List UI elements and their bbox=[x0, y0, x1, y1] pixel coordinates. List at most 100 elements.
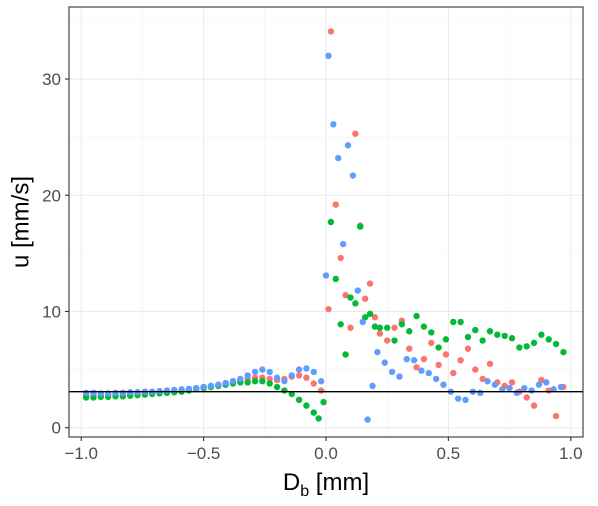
data-point-series-3 bbox=[425, 369, 432, 377]
data-point-series-1 bbox=[327, 28, 335, 35]
data-point-series-2 bbox=[450, 318, 457, 326]
data-point-series-3 bbox=[484, 378, 491, 385]
data-point-series-1 bbox=[371, 314, 379, 321]
data-point-series-3 bbox=[410, 357, 418, 364]
data-point-series-3 bbox=[550, 386, 557, 393]
data-point-series-2 bbox=[259, 378, 266, 385]
y-tick-label: 30 bbox=[42, 70, 61, 89]
data-point-series-1 bbox=[552, 412, 560, 420]
data-point-series-2 bbox=[376, 324, 384, 331]
data-point-series-2 bbox=[90, 394, 97, 401]
data-point-series-3 bbox=[491, 381, 499, 388]
y-axis-title: u [mm/s] bbox=[7, 176, 34, 268]
data-point-series-3 bbox=[339, 240, 347, 248]
data-point-series-1 bbox=[391, 324, 398, 331]
data-point-series-2 bbox=[464, 333, 472, 341]
data-point-series-2 bbox=[530, 339, 538, 347]
data-point-series-3 bbox=[222, 379, 229, 387]
data-point-series-2 bbox=[435, 344, 442, 351]
data-point-series-3 bbox=[193, 384, 200, 392]
data-point-series-2 bbox=[332, 275, 339, 283]
data-point-series-2 bbox=[413, 312, 420, 320]
data-point-series-2 bbox=[320, 398, 327, 406]
data-point-series-2 bbox=[457, 318, 464, 326]
data-point-series-2 bbox=[315, 415, 322, 422]
data-point-series-3 bbox=[266, 368, 273, 376]
data-point-series-2 bbox=[281, 387, 288, 394]
data-point-series-3 bbox=[440, 381, 447, 388]
data-point-series-2 bbox=[352, 300, 359, 307]
data-point-series-1 bbox=[530, 402, 538, 409]
data-point-series-1 bbox=[508, 379, 516, 386]
data-point-series-3 bbox=[281, 378, 288, 385]
data-point-series-3 bbox=[521, 384, 528, 392]
data-point-series-1 bbox=[486, 360, 494, 367]
data-point-series-3 bbox=[295, 366, 303, 373]
data-point-series-3 bbox=[349, 172, 357, 179]
data-point-series-2 bbox=[273, 383, 281, 391]
data-point-series-3 bbox=[244, 372, 251, 379]
data-point-series-2 bbox=[523, 343, 530, 350]
data-point-series-3 bbox=[477, 389, 484, 397]
data-point-series-2 bbox=[479, 337, 486, 344]
x-tick-label: −0.5 bbox=[187, 444, 221, 463]
data-point-series-2 bbox=[337, 321, 344, 328]
data-point-series-3 bbox=[403, 355, 410, 363]
data-point-series-1 bbox=[413, 364, 420, 371]
data-point-series-3 bbox=[369, 382, 376, 390]
data-point-series-3 bbox=[273, 374, 281, 381]
data-point-series-2 bbox=[357, 223, 364, 230]
data-point-series-3 bbox=[335, 154, 342, 162]
data-point-series-3 bbox=[237, 375, 244, 383]
data-point-series-2 bbox=[428, 329, 435, 336]
y-tick-label: 0 bbox=[52, 419, 61, 438]
data-point-series-1 bbox=[332, 201, 339, 208]
data-point-series-3 bbox=[454, 395, 462, 402]
x-tick-label: 1.0 bbox=[559, 444, 583, 463]
x-axis-title: Db [mm] bbox=[283, 469, 369, 500]
data-point-series-3 bbox=[374, 348, 381, 356]
data-point-series-3 bbox=[513, 389, 521, 397]
axes: −1.0 −0.5 0.0 0.5 1.0 0 10 20 30 bbox=[42, 70, 583, 463]
data-point-series-2 bbox=[342, 351, 349, 358]
data-point-series-1 bbox=[523, 394, 530, 401]
data-point-series-3 bbox=[557, 383, 565, 391]
data-point-series-1 bbox=[361, 295, 369, 302]
x-tick-label: 0.5 bbox=[437, 444, 461, 463]
data-point-series-1 bbox=[442, 351, 450, 358]
data-point-series-3 bbox=[506, 384, 513, 392]
data-point-series-3 bbox=[381, 359, 388, 366]
data-point-series-2 bbox=[371, 323, 379, 330]
data-point-series-1 bbox=[479, 375, 486, 383]
data-point-series-3 bbox=[288, 372, 295, 379]
data-point-series-1 bbox=[450, 369, 457, 377]
data-point-series-3 bbox=[528, 387, 535, 394]
y-tick-label: 20 bbox=[42, 186, 61, 205]
data-point-series-1 bbox=[464, 345, 472, 352]
data-point-series-1 bbox=[383, 337, 391, 344]
data-point-series-3 bbox=[178, 386, 185, 393]
data-point-series-3 bbox=[310, 368, 317, 376]
data-point-series-2 bbox=[494, 331, 501, 338]
data-point-series-1 bbox=[347, 324, 354, 331]
data-point-series-1 bbox=[352, 130, 359, 137]
data-point-series-3 bbox=[119, 389, 127, 397]
data-point-series-1 bbox=[266, 375, 273, 383]
data-point-series-1 bbox=[366, 280, 374, 287]
data-point-series-3 bbox=[82, 389, 90, 397]
data-point-series-3 bbox=[163, 387, 171, 394]
data-point-series-3 bbox=[200, 383, 207, 391]
x-tick-label: −1.0 bbox=[64, 444, 98, 463]
data-point-series-3 bbox=[325, 52, 332, 60]
data-point-series-3 bbox=[499, 386, 506, 393]
data-point-series-2 bbox=[266, 380, 273, 387]
data-point-series-1 bbox=[342, 292, 349, 299]
data-point-series-2 bbox=[420, 323, 428, 330]
data-point-series-1 bbox=[406, 345, 413, 352]
data-point-series-1 bbox=[376, 330, 384, 337]
data-point-series-2 bbox=[310, 409, 317, 416]
data-point-series-2 bbox=[501, 332, 508, 340]
data-point-series-3 bbox=[251, 368, 259, 376]
data-point-series-2 bbox=[545, 336, 552, 343]
data-point-series-3 bbox=[462, 396, 469, 404]
